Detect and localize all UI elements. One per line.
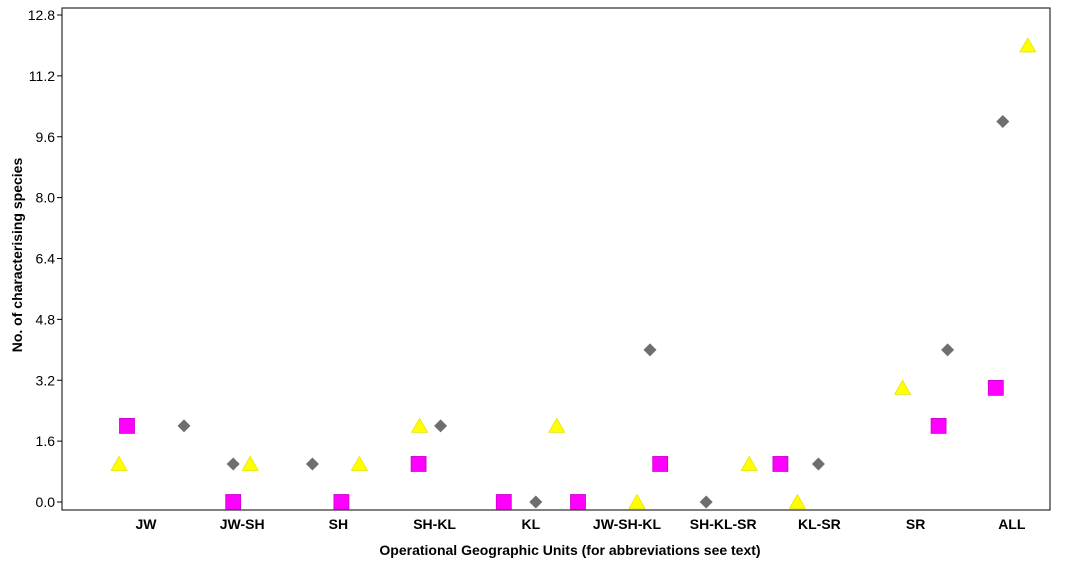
- square-marker: [772, 456, 789, 472]
- diamond-marker: [434, 419, 448, 433]
- x-axis: JW JW-SH SH SH-KL KL JW-SH-KL SH-KL-SR KL-SR SR A…: [136, 516, 1026, 532]
- x-category-label: JW-SH: [220, 516, 265, 532]
- triangle-marker: [241, 455, 259, 471]
- triangle-marker: [893, 379, 912, 395]
- x-category-label: SR: [906, 516, 925, 532]
- square-marker: [930, 418, 947, 434]
- x-axis-title: Operational Geographic Units (for abbrev…: [379, 542, 760, 558]
- square-marker: [225, 494, 242, 510]
- square-marker: [333, 494, 350, 510]
- diamond-marker: [529, 495, 543, 509]
- triangle-marker: [628, 493, 646, 509]
- x-category-label: SH: [329, 516, 348, 532]
- y-axis-title: No. of characterising species: [9, 158, 25, 353]
- y-tick-label: 6.4: [36, 251, 56, 267]
- y-axis: 0.0 1.6 3.2 4.8 6.4 8.0 9.6 11.2 12.8: [28, 7, 62, 510]
- x-category-label: SH-KL-SR: [690, 516, 757, 532]
- triangle-marker: [740, 455, 758, 471]
- y-tick-label: 3.2: [36, 372, 56, 388]
- triangle-marker: [1019, 37, 1037, 53]
- triangle-marker: [110, 455, 128, 471]
- triangle-marker: [548, 417, 566, 433]
- diamond-marker: [996, 115, 1010, 129]
- y-tick-label: 11.2: [29, 68, 55, 84]
- diamond-marker: [941, 343, 955, 357]
- diamond-marker: [177, 419, 191, 433]
- square-marker: [119, 418, 135, 434]
- plot-frame: [61, 7, 1051, 511]
- x-category-label: SH-KL: [413, 516, 456, 532]
- square-marker: [495, 494, 512, 510]
- y-tick-label: 1.6: [36, 433, 56, 449]
- triangle-marker: [788, 493, 807, 509]
- x-category-label: KL: [521, 516, 540, 532]
- data-markers: [110, 37, 1037, 510]
- x-category-label: JW-SH-KL: [593, 516, 662, 532]
- y-tick-label: 9.6: [36, 129, 56, 145]
- x-category-label: JW: [136, 516, 158, 532]
- diamond-marker: [226, 457, 240, 471]
- square-marker: [410, 456, 427, 472]
- y-tick-label: 4.8: [36, 311, 56, 327]
- triangle-marker: [410, 417, 429, 433]
- diamond-marker: [811, 457, 825, 471]
- square-marker: [987, 379, 1004, 396]
- y-tick-label: 0.0: [36, 494, 56, 510]
- x-category-label: KL-SR: [798, 516, 841, 532]
- diamond-marker: [305, 457, 319, 471]
- diamond-marker: [699, 495, 713, 509]
- square-marker: [652, 456, 669, 472]
- y-tick-label: 8.0: [36, 190, 56, 206]
- diamond-marker: [643, 343, 657, 357]
- square-marker: [570, 494, 586, 510]
- triangle-marker: [350, 455, 369, 471]
- y-tick-label: 12.8: [28, 7, 55, 23]
- x-category-label: ALL: [998, 516, 1026, 532]
